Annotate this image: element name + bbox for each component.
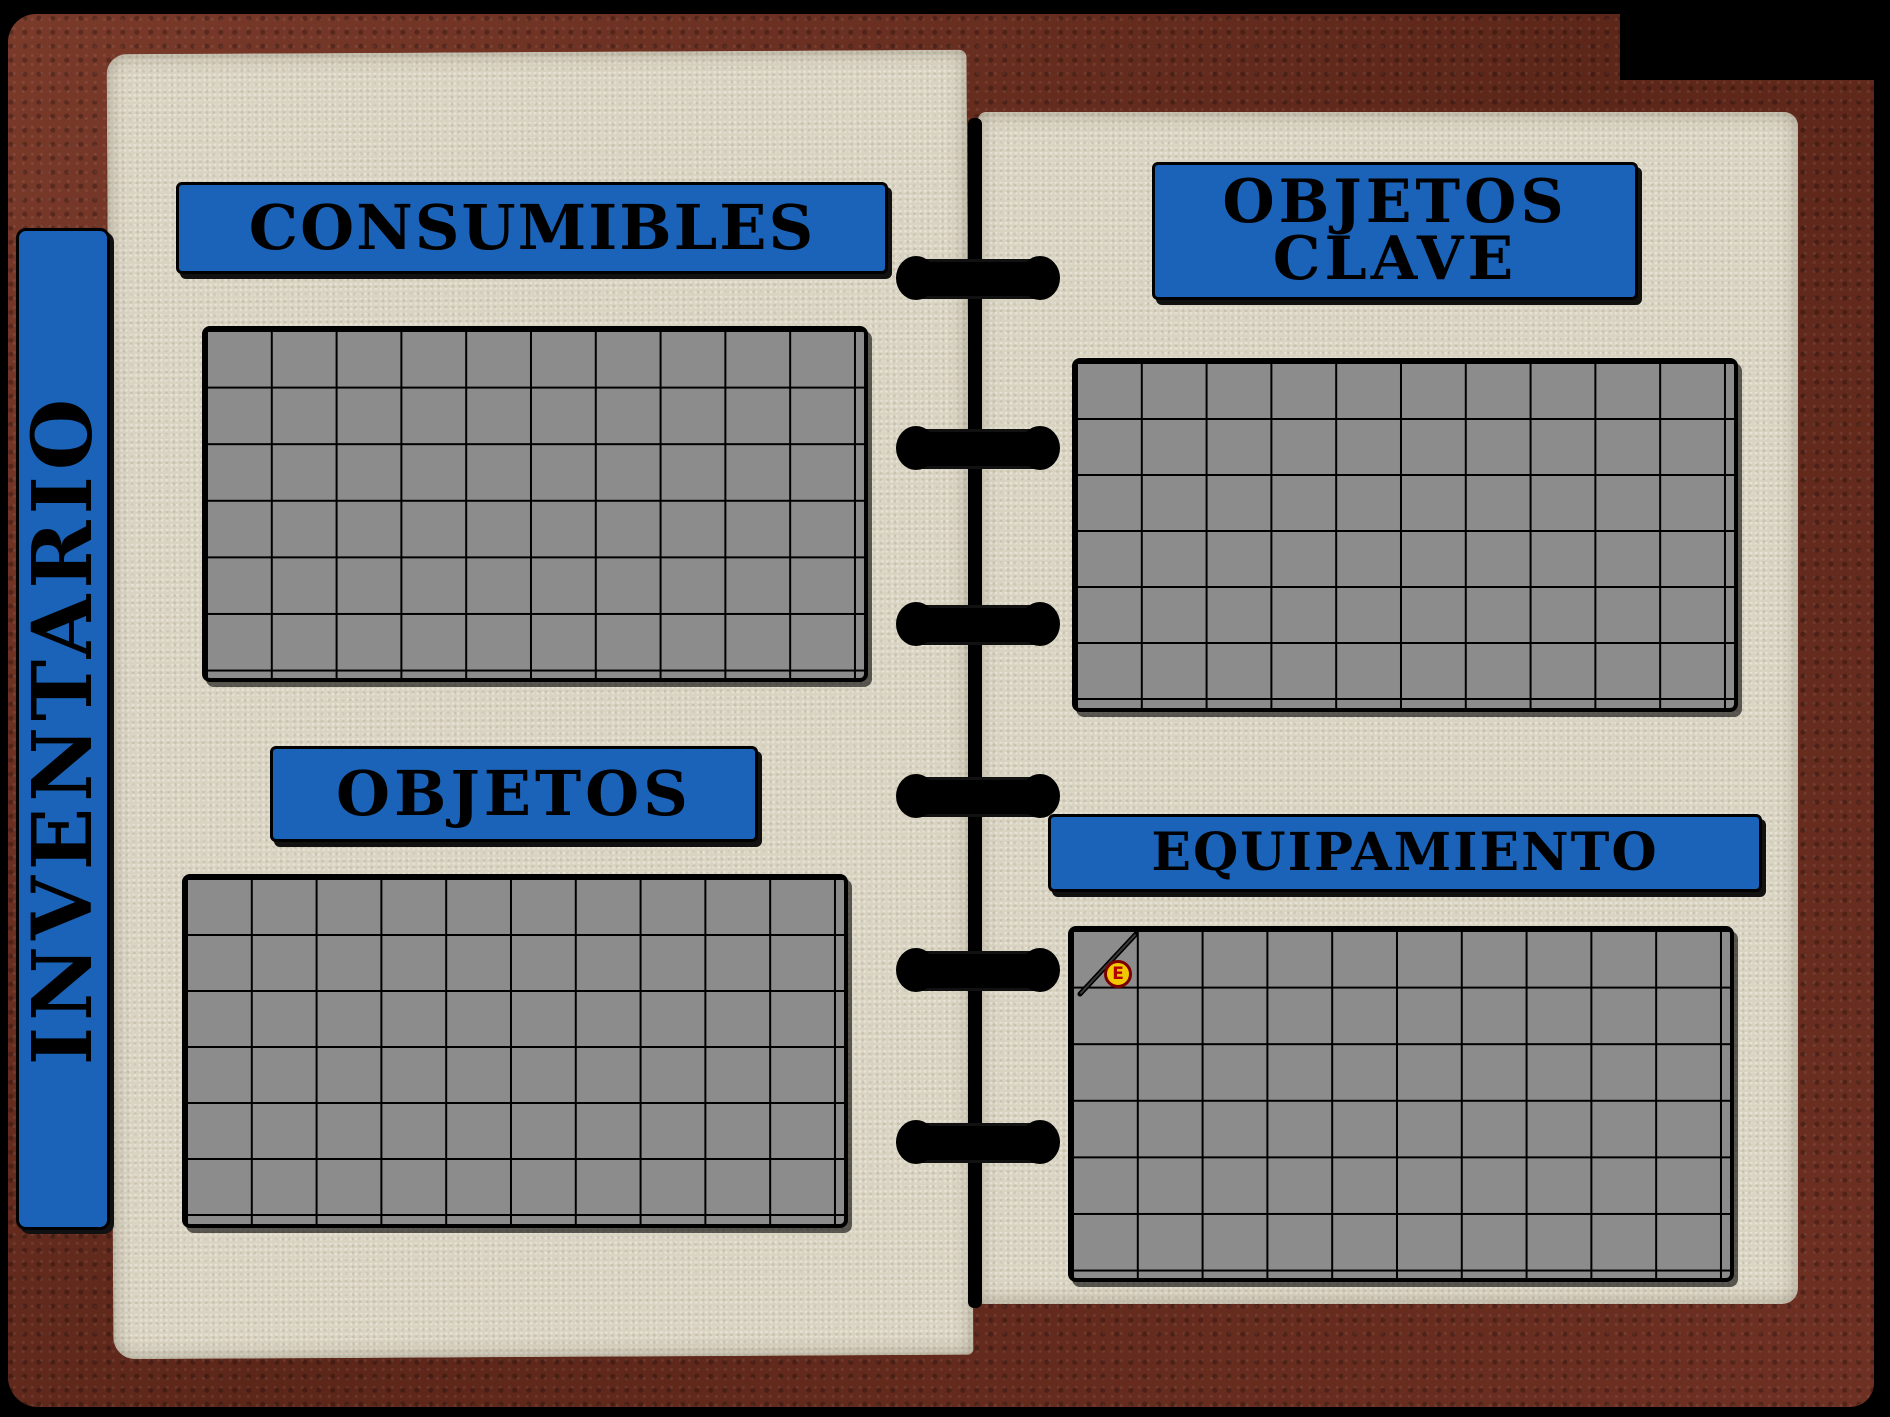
consumibles-title: CONSUMIBLES [248, 190, 816, 264]
objetos-clave-header[interactable]: OBJETOS CLAVE [1152, 162, 1638, 300]
consumibles-header[interactable]: CONSUMIBLES [176, 182, 888, 274]
objetos-clave-grid[interactable] [1072, 358, 1738, 712]
inventory-side-tab: INVENTARIO [15, 228, 111, 1230]
equipped-item-slot-1[interactable]: E [1074, 930, 1140, 998]
binder-ring [896, 426, 1060, 470]
equipamiento-header[interactable]: EQUIPAMIENTO [1048, 814, 1762, 892]
binder-ring [896, 602, 1060, 646]
objetos-header[interactable]: OBJETOS [270, 746, 758, 842]
binder-ring [896, 256, 1060, 300]
inventory-title: INVENTARIO [15, 392, 111, 1066]
equipped-badge-icon: E [1104, 960, 1132, 988]
consumibles-grid[interactable] [202, 326, 868, 682]
notebook-spine [968, 118, 982, 1308]
binder-ring [896, 774, 1060, 818]
equipamiento-title: EQUIPAMIENTO [1151, 822, 1659, 884]
objetos-title: OBJETOS [336, 756, 692, 830]
objetos-clave-title-line2: CLAVE [1272, 224, 1518, 294]
binder-ring [896, 948, 1060, 992]
objetos-clave-title-line1: OBJETOS [1222, 167, 1568, 237]
equipamiento-grid[interactable] [1068, 926, 1734, 1282]
binder-ring [896, 1120, 1060, 1164]
objetos-grid[interactable] [182, 874, 848, 1228]
